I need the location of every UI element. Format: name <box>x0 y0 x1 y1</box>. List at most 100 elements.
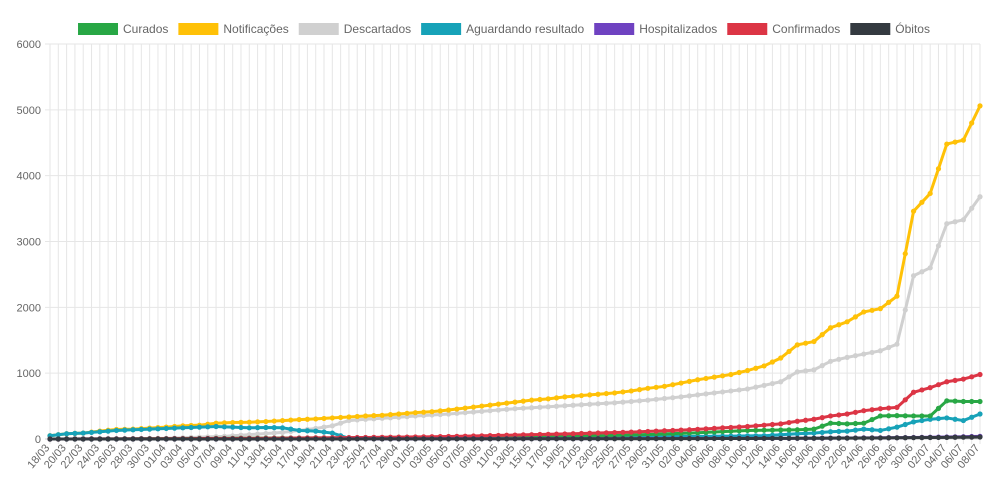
data-point-obitos[interactable] <box>636 436 643 442</box>
data-point-descartados[interactable] <box>587 401 593 407</box>
legend-swatch-hospitalizados[interactable] <box>594 23 635 35</box>
data-point-notificacoes[interactable] <box>263 418 269 425</box>
data-point-confirmados[interactable] <box>703 426 709 432</box>
data-point-notificacoes[interactable] <box>695 377 701 383</box>
data-point-descartados[interactable] <box>869 349 875 356</box>
data-point-obitos[interactable] <box>886 435 892 441</box>
data-point-notificacoes[interactable] <box>786 348 792 355</box>
data-point-obitos[interactable] <box>728 435 734 442</box>
data-point-descartados[interactable] <box>686 393 692 399</box>
data-point-descartados[interactable] <box>321 424 327 430</box>
data-point-curados[interactable] <box>728 428 734 434</box>
data-point-curados[interactable] <box>744 427 751 434</box>
data-point-confirmados[interactable] <box>695 426 701 432</box>
data-point-obitos[interactable] <box>321 436 327 442</box>
data-point-obitos[interactable] <box>221 436 227 442</box>
data-point-obitos[interactable] <box>263 436 269 442</box>
data-point-aguardando-resultado[interactable] <box>852 427 859 433</box>
data-point-curados[interactable] <box>877 413 883 419</box>
legend-label-descartados[interactable]: Descartados <box>344 22 411 36</box>
data-point-aguardando-resultado[interactable] <box>188 424 194 431</box>
data-point-notificacoes[interactable] <box>935 166 942 172</box>
data-point-obitos[interactable] <box>130 436 136 442</box>
data-point-curados[interactable] <box>794 427 800 433</box>
data-point-descartados[interactable] <box>279 429 286 436</box>
data-point-curados[interactable] <box>811 426 817 432</box>
data-point-notificacoes[interactable] <box>670 382 676 388</box>
data-point-confirmados[interactable] <box>728 424 734 431</box>
data-point-confirmados[interactable] <box>736 424 742 430</box>
data-point-obitos[interactable] <box>230 436 236 442</box>
data-point-descartados[interactable] <box>861 351 867 357</box>
data-point-aguardando-resultado[interactable] <box>88 429 95 436</box>
data-point-curados[interactable] <box>803 426 809 433</box>
data-point-aguardando-resultado[interactable] <box>894 424 900 430</box>
data-point-notificacoes[interactable] <box>271 418 277 424</box>
data-point-aguardando-resultado[interactable] <box>238 424 244 431</box>
data-point-notificacoes[interactable] <box>910 208 917 214</box>
data-point-obitos[interactable] <box>329 436 335 442</box>
data-point-confirmados[interactable] <box>960 376 966 382</box>
data-point-curados[interactable] <box>711 429 717 435</box>
data-point-descartados[interactable] <box>445 411 452 417</box>
data-point-notificacoes[interactable] <box>728 371 734 378</box>
data-point-obitos[interactable] <box>138 436 144 442</box>
data-point-obitos[interactable] <box>437 436 443 442</box>
data-point-obitos[interactable] <box>462 436 468 442</box>
data-point-obitos[interactable] <box>960 434 966 440</box>
data-point-curados[interactable] <box>894 413 900 419</box>
data-point-obitos[interactable] <box>794 435 800 441</box>
data-point-obitos[interactable] <box>80 436 86 442</box>
data-point-obitos[interactable] <box>778 435 784 441</box>
data-point-obitos[interactable] <box>487 436 493 442</box>
data-point-notificacoes[interactable] <box>346 414 352 420</box>
data-point-confirmados[interactable] <box>578 430 585 437</box>
data-point-obitos[interactable] <box>819 435 825 441</box>
data-point-notificacoes[interactable] <box>678 380 684 386</box>
data-point-obitos[interactable] <box>346 436 352 442</box>
data-point-descartados[interactable] <box>927 265 933 271</box>
data-point-notificacoes[interactable] <box>246 419 252 425</box>
data-point-aguardando-resultado[interactable] <box>329 430 335 436</box>
data-point-notificacoes[interactable] <box>462 405 468 411</box>
data-point-confirmados[interactable] <box>786 419 792 426</box>
data-point-obitos[interactable] <box>570 436 576 442</box>
data-point-descartados[interactable] <box>553 403 560 409</box>
data-point-curados[interactable] <box>960 398 966 405</box>
data-point-obitos[interactable] <box>670 436 676 442</box>
data-point-obitos[interactable] <box>869 435 875 441</box>
data-point-descartados[interactable] <box>703 391 709 397</box>
data-point-notificacoes[interactable] <box>894 293 900 299</box>
data-point-notificacoes[interactable] <box>744 367 751 374</box>
data-point-notificacoes[interactable] <box>545 396 551 402</box>
data-point-obitos[interactable] <box>695 436 701 442</box>
data-point-confirmados[interactable] <box>769 421 776 428</box>
data-point-notificacoes[interactable] <box>387 412 394 418</box>
data-point-confirmados[interactable] <box>719 425 726 431</box>
data-point-aguardando-resultado[interactable] <box>296 427 302 434</box>
data-point-confirmados[interactable] <box>977 371 983 378</box>
data-point-obitos[interactable] <box>396 436 402 442</box>
data-point-obitos[interactable] <box>246 436 252 442</box>
data-point-aguardando-resultado[interactable] <box>944 415 950 421</box>
data-point-descartados[interactable] <box>570 402 576 408</box>
data-point-obitos[interactable] <box>113 436 120 442</box>
data-point-obitos[interactable] <box>678 436 684 442</box>
data-point-descartados[interactable] <box>462 410 468 416</box>
data-point-confirmados[interactable] <box>512 432 518 438</box>
data-point-notificacoes[interactable] <box>612 390 618 396</box>
data-point-obitos[interactable] <box>977 434 983 440</box>
data-point-notificacoes[interactable] <box>686 378 692 384</box>
data-point-obitos[interactable] <box>935 434 942 441</box>
data-point-curados[interactable] <box>927 413 933 419</box>
data-point-confirmados[interactable] <box>678 427 684 433</box>
data-point-notificacoes[interactable] <box>778 355 784 361</box>
data-point-obitos[interactable] <box>313 436 319 442</box>
data-point-confirmados[interactable] <box>794 418 800 424</box>
data-point-descartados[interactable] <box>803 368 809 374</box>
data-point-notificacoes[interactable] <box>703 375 709 382</box>
data-point-obitos[interactable] <box>412 436 418 442</box>
data-point-obitos[interactable] <box>238 436 244 442</box>
data-point-obitos[interactable] <box>703 435 709 442</box>
data-point-descartados[interactable] <box>819 363 825 369</box>
